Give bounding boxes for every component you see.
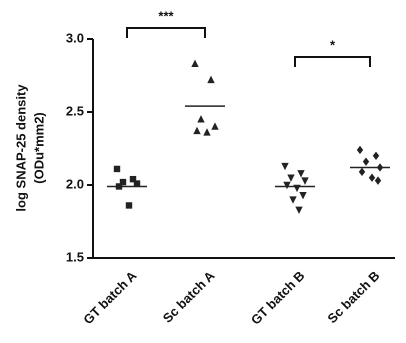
x-tick-label: GT batch A (80, 268, 140, 328)
data-point (295, 206, 303, 215)
data-point (301, 177, 309, 185)
significance-bracket (126, 27, 206, 38)
data-point (372, 151, 380, 160)
x-tick-label: Sc batch B (324, 268, 382, 326)
significance-label: *** (158, 8, 174, 23)
data-point (119, 178, 127, 186)
y-axis-label: (ODu*mm2) (31, 112, 46, 184)
data-point (356, 145, 364, 155)
data-point (203, 128, 211, 136)
data-point (193, 126, 201, 135)
data-point (362, 157, 370, 166)
y-tick-label: 2.0 (66, 176, 84, 191)
data-point (113, 165, 121, 173)
significance-label: * (330, 37, 336, 52)
data-point (358, 167, 366, 177)
x-tick-label: GT batch B (248, 268, 308, 328)
y-tick-label: 2.5 (66, 103, 84, 118)
data-point (191, 59, 199, 68)
data-point (297, 170, 305, 178)
data-point (133, 180, 141, 187)
data-point (287, 174, 295, 182)
data-point (281, 162, 289, 171)
data-point (211, 122, 219, 130)
data-point (374, 176, 382, 185)
x-tick-label: Sc batch A (160, 268, 218, 326)
data-point (129, 175, 137, 183)
y-tick-label: 3.0 (66, 30, 84, 45)
data-point (368, 173, 376, 182)
significance-bracket (294, 56, 371, 67)
data-point (197, 115, 205, 123)
data-point (299, 192, 307, 200)
data-point (289, 196, 297, 204)
data-point (207, 75, 215, 84)
data-point (125, 202, 133, 209)
y-axis-label: log SNAP-25 density (13, 84, 28, 212)
y-tick-label: 1.5 (66, 249, 84, 264)
data-point (283, 181, 291, 190)
